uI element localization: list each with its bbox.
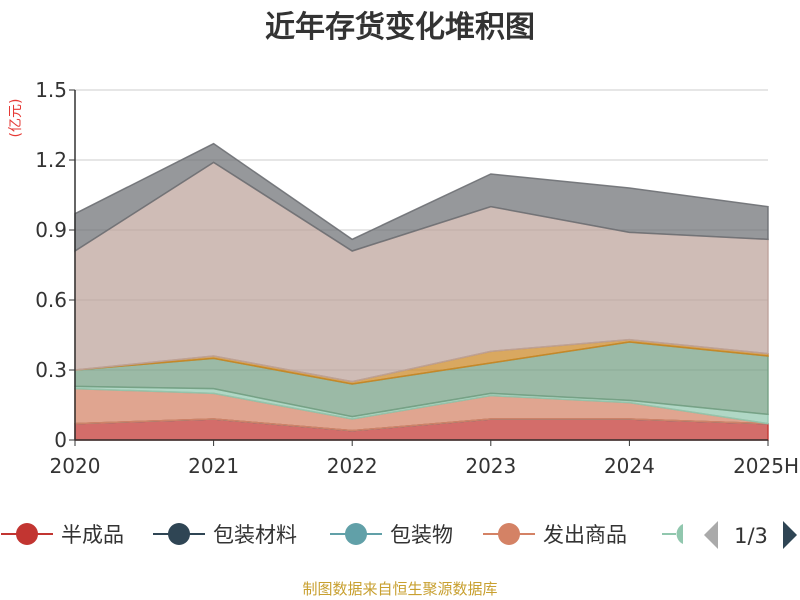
x-tick-label: 2021 [188,454,239,478]
y-axis-unit: (亿元) [8,99,24,138]
legend-label: 发出商品 [543,523,627,547]
y-tick-label: 0.6 [35,288,67,312]
y-tick-label: 1.5 [35,78,67,102]
area-series-8[interactable] [74,142,769,253]
legend-marker [16,523,38,545]
y-tick-label: 0 [54,428,67,452]
legend-item-4-partial[interactable] [662,524,683,544]
area-series-group [74,142,769,441]
legend-marker [345,523,367,545]
y-tick-label: 0.3 [35,358,67,382]
axes: 0 0.3 0.6 0.9 1.2 1.5 2020 2021 2022 2023 2024 2025… [35,78,799,478]
legend-pager: 1/3 [704,521,797,549]
x-tick-label: 2025H [733,454,799,478]
legend-item-3[interactable]: 发出商品 [483,523,627,547]
x-tick-label: 2022 [327,454,378,478]
legend-marker [168,523,190,545]
legend-prev-page-icon[interactable] [704,521,718,549]
legend-item-0[interactable]: 半成品 [1,523,124,547]
legend-marker [676,524,683,544]
legend-item-1[interactable]: 包装材料 [153,523,297,547]
legend-marker [498,523,520,545]
y-tick-label: 1.2 [35,148,67,172]
legend-label: 包装材料 [213,523,297,547]
data-source-note: 制图数据来自恒生聚源数据库 [302,580,497,598]
y-tick-label: 0.9 [35,218,67,242]
legend-label: 包装物 [390,523,453,547]
x-tick-label: 2020 [50,454,101,478]
x-tick-label: 2024 [604,454,655,478]
x-tick-label: 2023 [465,454,516,478]
legend-label: 半成品 [61,523,124,547]
chart-title: 近年存货变化堆积图 [265,10,535,45]
legend-next-page-icon[interactable] [783,521,797,549]
legend-page-indicator: 1/3 [734,524,768,548]
legend: 半成品 包装材料 包装物 发出商品 [1,523,683,547]
legend-item-2[interactable]: 包装物 [330,523,453,547]
